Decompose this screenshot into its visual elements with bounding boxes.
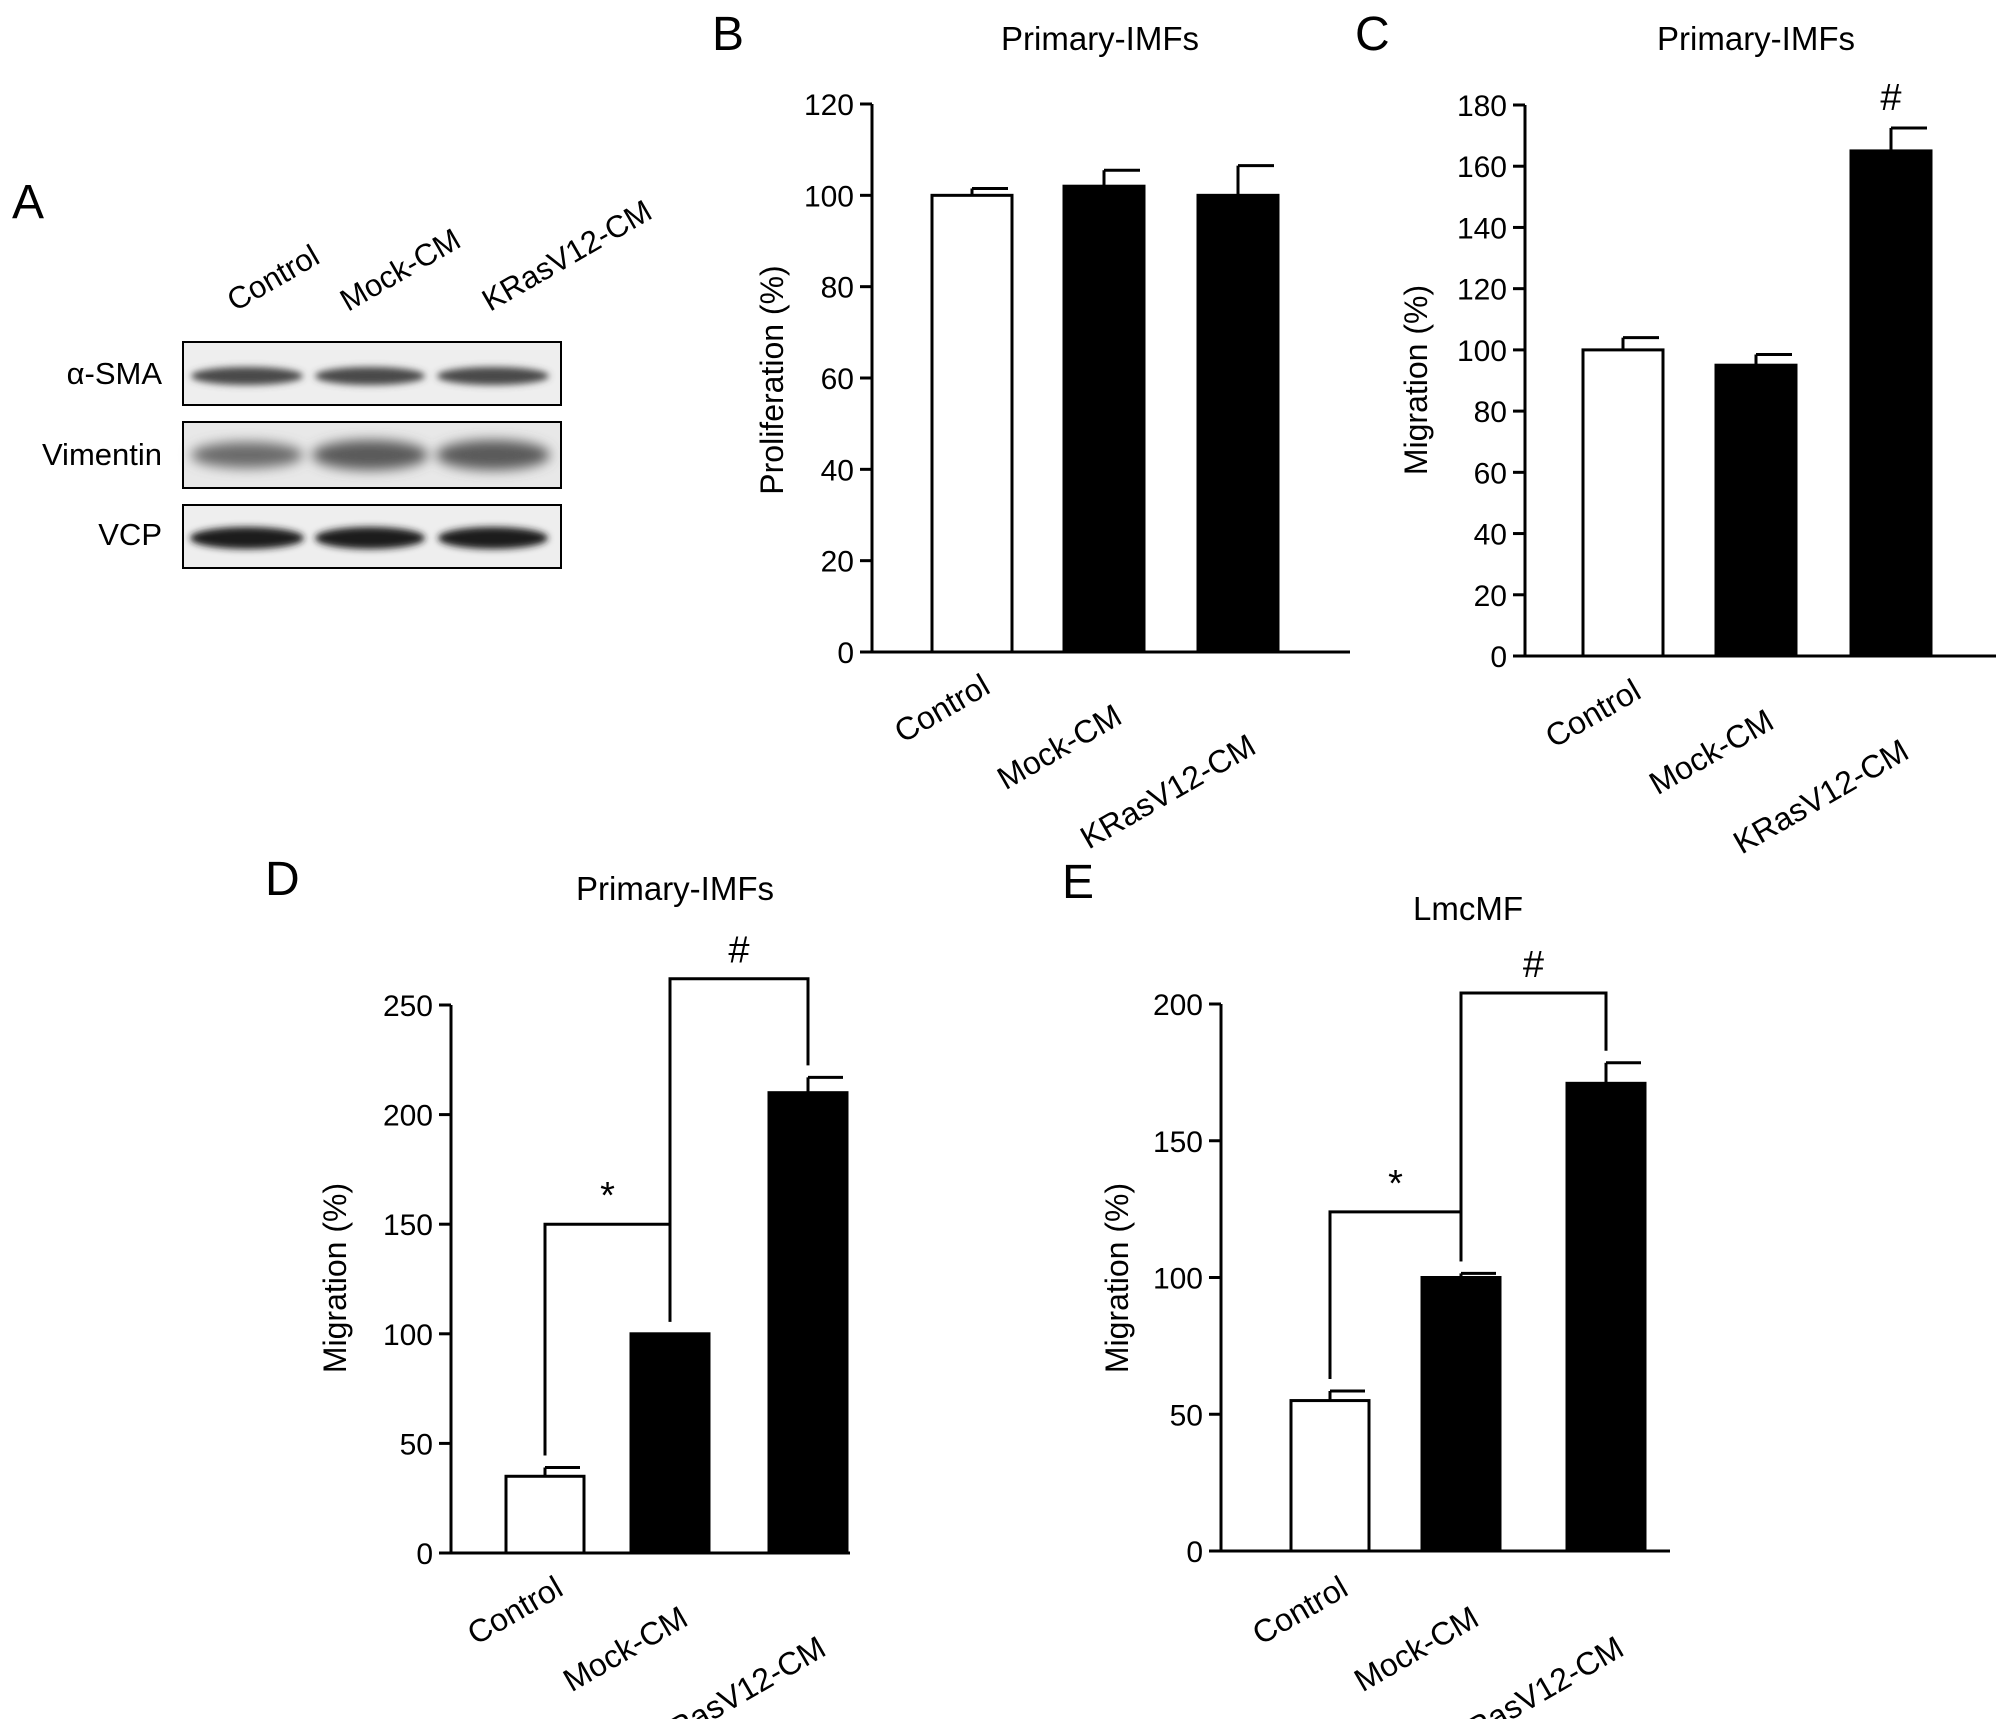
panel-letter-a: A (12, 176, 44, 229)
bar-1 (1062, 184, 1146, 654)
y-tick-label: 160 (1457, 151, 1507, 184)
y-tick-label: 0 (1186, 1536, 1203, 1569)
bar-2 (767, 1091, 849, 1555)
y-tick-label: 80 (1474, 396, 1507, 429)
significance-mark: # (1523, 944, 1544, 986)
y-tick-label: 200 (1153, 989, 1203, 1022)
category-label: Control (888, 667, 995, 750)
panel-letter-b: B (712, 8, 744, 61)
bar-2 (1196, 193, 1280, 654)
bar-0 (1289, 1399, 1371, 1553)
blot-bands-vimentin (191, 440, 550, 470)
bar-0 (930, 193, 1014, 654)
chart-panel-b: Primary-IMFs Proliferation (%) 0 20 40 60 80 10… (754, 20, 1350, 856)
category-label: KRasV12-CM (644, 1629, 831, 1719)
y-tick-label: 0 (416, 1538, 433, 1571)
y-tick-label: 80 (821, 272, 854, 305)
y-tick-label: 60 (1474, 457, 1507, 490)
bar-1 (1714, 363, 1798, 658)
category-label: Mock-CM (991, 697, 1128, 797)
significance-mark: * (1388, 1163, 1403, 1205)
panel-letter-d: D (265, 853, 300, 906)
y-tick-label: 120 (804, 89, 854, 122)
panel-letter-e: E (1062, 856, 1094, 909)
y-axis-title: Migration (%) (1398, 285, 1434, 475)
y-tick-label: 120 (1457, 274, 1507, 307)
significance-mark: # (728, 930, 749, 972)
category-label: Control (1246, 1569, 1353, 1652)
panel-letter-c: C (1355, 8, 1390, 61)
significance-bracket (668, 977, 810, 1322)
y-tick-label: 40 (1474, 519, 1507, 552)
chart-title: LmcMF (1413, 890, 1523, 927)
category-label: Mock-CM (1348, 1599, 1485, 1699)
y-tick-label: 50 (1170, 1399, 1203, 1432)
chart-title: Primary-IMFs (1001, 20, 1199, 57)
y-tick-label: 20 (1474, 580, 1507, 613)
y-tick-label: 0 (837, 637, 854, 670)
category-label: KRasV12-CM (1074, 727, 1261, 856)
y-tick-label: 50 (400, 1428, 433, 1461)
chart-panel-e: LmcMF Migration (%) 0 50 100 150 200 ControlMoc… (1099, 890, 1670, 1719)
y-tick-label: 180 (1457, 90, 1507, 123)
y-tick-label: 40 (821, 454, 854, 487)
y-tick-label: 150 (383, 1209, 433, 1242)
category-label: Mock-CM (1643, 702, 1780, 802)
bar-2 (1849, 149, 1933, 658)
blot-label-asma: α-SMA (67, 356, 163, 391)
bar-0 (1581, 348, 1665, 658)
y-axis-title: Proliferation (%) (754, 265, 790, 494)
significance-mark: # (1880, 77, 1901, 119)
blot-label-vimentin: Vimentin (42, 437, 162, 472)
significance-mark: * (600, 1175, 615, 1217)
chart-title: Primary-IMFs (1657, 20, 1855, 57)
y-tick-label: 250 (383, 990, 433, 1023)
blot-bands-asma (191, 367, 549, 385)
bar-1 (1420, 1276, 1502, 1553)
y-tick-label: 100 (383, 1319, 433, 1352)
chart-title: Primary-IMFs (576, 870, 774, 907)
y-tick-label: 0 (1490, 641, 1507, 674)
bar-1 (629, 1332, 711, 1555)
lane-label-control: Control (221, 238, 325, 318)
category-label: Control (1539, 672, 1646, 755)
y-tick-label: 100 (804, 180, 854, 213)
y-tick-label: 140 (1457, 212, 1507, 245)
category-label: KRasV12-CM (1727, 732, 1914, 861)
y-tick-label: 100 (1153, 1263, 1203, 1296)
category-label: Mock-CM (557, 1599, 694, 1699)
significance-bracket (1459, 991, 1608, 1262)
western-blot-panel: Control Mock-CM KRasV12-CM α-SMA Vimenti… (42, 193, 658, 569)
category-label: Control (461, 1569, 568, 1652)
y-axis-title: Migration (%) (1099, 1183, 1135, 1373)
category-label: KRasV12-CM (1442, 1629, 1629, 1719)
bar-2 (1565, 1081, 1647, 1553)
chart-panel-c: Primary-IMFs Migration (%) 0 20 40 60 80 100 120… (1398, 20, 1996, 861)
y-tick-label: 100 (1457, 335, 1507, 368)
y-axis-title: Migration (%) (317, 1183, 353, 1373)
y-tick-label: 20 (821, 546, 854, 579)
chart-panel-d: Primary-IMFs Migration (%) 0 50 100 150 200 250… (317, 870, 850, 1719)
blot-label-vcp: VCP (98, 517, 162, 552)
lane-label-krasv12-cm: KRasV12-CM (476, 193, 658, 318)
bar-0 (504, 1474, 586, 1555)
blot-bands-vcp (190, 527, 548, 549)
y-tick-label: 60 (821, 363, 854, 396)
y-tick-label: 200 (383, 1100, 433, 1133)
y-tick-label: 150 (1153, 1126, 1203, 1159)
lane-label-mock-cm: Mock-CM (334, 221, 466, 318)
